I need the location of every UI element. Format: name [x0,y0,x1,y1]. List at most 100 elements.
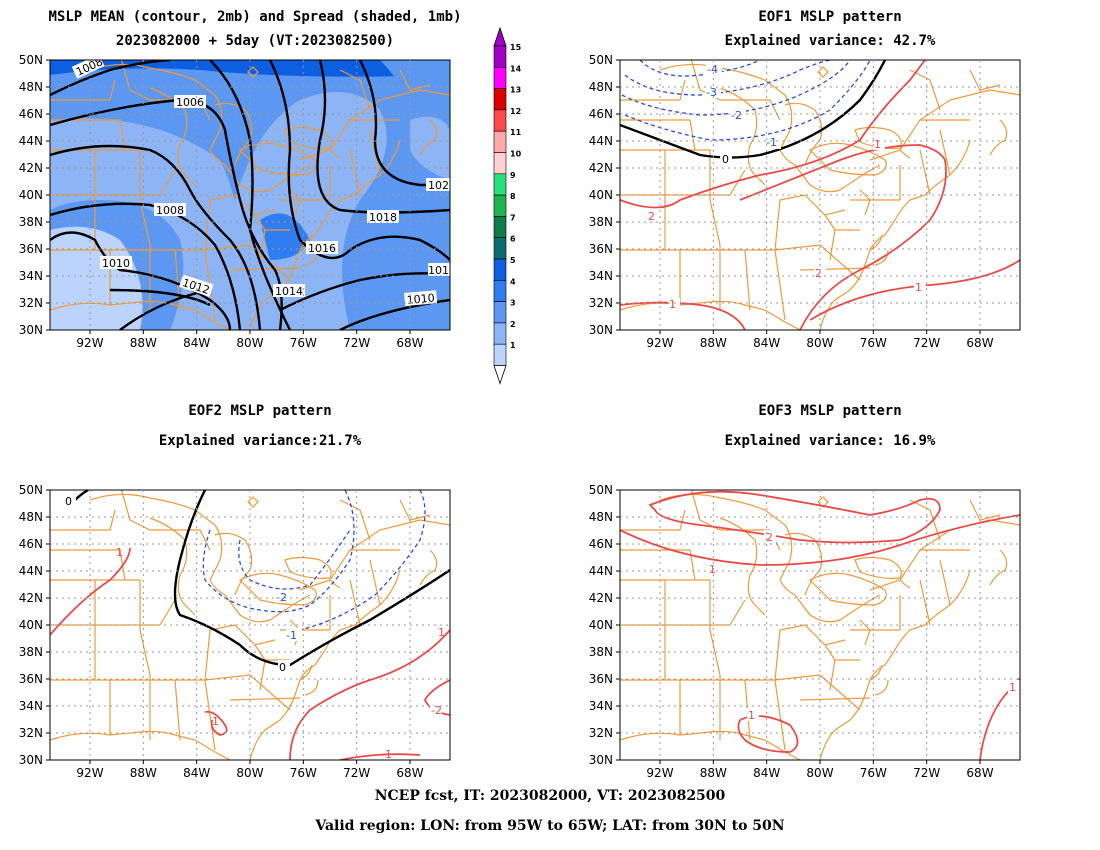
lon-label: 72W [913,336,940,350]
lon-label: 72W [343,336,370,350]
colorbar-label: 12 [510,107,521,116]
lat-label: 48N [19,80,43,94]
eof-contour-label: -1 [286,629,297,642]
colorbar-top-arrow [493,26,507,47]
eof-contour-label: 1 [1009,681,1016,694]
lat-label: 32N [19,296,43,310]
eof-contour-label: -2 [731,109,742,122]
lon-label: 84W [753,336,780,350]
lat-label: 38N [19,215,43,229]
colorbar-label: 5 [510,256,516,265]
eof-contour-label: 0 [65,495,72,508]
lat-label: 34N [589,269,613,283]
eof-contour-label: 0 [279,661,286,674]
colorbar-swatch [493,109,507,132]
isobar-label: 1018 [369,211,397,224]
lat-label: 42N [589,161,613,175]
lat-label: 36N [19,242,43,256]
axis-labels: 50N 48N 46N 44N 42N 40N 38N 36N 34N 32N 30N 92W 88W 8… [19,53,994,780]
lon-label: 88W [130,766,157,780]
eof-contour-label: 1 [915,281,922,294]
lon-label: 72W [343,766,370,780]
lat-label: 50N [589,483,613,497]
lat-label: 44N [19,134,43,148]
eof-contour-label: 1 [874,138,881,151]
lat-label: 36N [589,242,613,256]
eof-contour-label: 1 [709,563,716,576]
lat-label: 44N [19,564,43,578]
lat-label: 32N [589,726,613,740]
lat-label: 46N [19,537,43,551]
colorbar-label: 9 [510,171,516,180]
colorbar-label: 7 [510,213,516,222]
panel-title-mslp-line1: MSLP MEAN (contour, 2mb) and Spread (sha… [48,9,462,25]
lat-label: 40N [19,618,43,632]
lon-label: 80W [806,336,833,350]
colorbar-swatch [493,279,507,302]
colorbar-label: 15 [510,43,522,52]
eof-contour-label: 0 [722,153,729,166]
lat-label: 50N [19,53,43,67]
colorbar-swatch [493,173,507,196]
lat-label: 48N [589,80,613,94]
eof-contour-label: 1 [438,626,445,639]
colorbar-swatch [493,258,507,281]
colorbar-swatch [493,88,507,111]
colorbar-swatch [493,237,507,260]
colorbar-swatch [493,130,507,153]
panel-title-eof3-line2: Explained variance: 16.9% [724,433,936,449]
lat-label: 30N [19,323,43,337]
lon-label: 84W [183,766,210,780]
lat-label: 40N [589,618,613,632]
lat-label: 42N [19,591,43,605]
eof-contour-label: 1 [385,748,392,761]
lon-label: 68W [396,336,423,350]
lat-label: 34N [589,699,613,713]
colorbar-swatch [493,45,507,68]
colorbar-swatch [493,152,507,175]
colorbar-swatch [493,194,507,217]
colorbar-swatch [493,343,507,366]
lon-label: 92W [76,766,103,780]
lat-label: 42N [19,161,43,175]
lat-label: 30N [589,323,613,337]
lat-label: 46N [589,107,613,121]
colorbar-label: 3 [510,299,516,308]
colorbar-swatch [493,216,507,238]
lat-label: 40N [589,188,613,202]
lat-label: 44N [589,134,613,148]
lat-label: 36N [19,672,43,686]
eof-contour-label: -2 [431,704,442,717]
lon-label: 68W [966,766,993,780]
eof-contour-label: -1 [766,136,777,149]
lon-label: 84W [753,766,780,780]
lat-label: 46N [589,537,613,551]
eof-contour-label: 1 [116,546,123,559]
graticule [50,60,1020,760]
lon-label: 92W [76,336,103,350]
panel-title-eof1-line2: Explained variance: 42.7% [724,33,936,49]
colorbar-swatch [493,67,507,89]
lat-label: 44N [589,564,613,578]
lat-label: 46N [19,107,43,121]
panel-title-mslp-line2: 2023082000 + 5day (VT:2023082500) [115,33,395,49]
lon-label: 68W [966,336,993,350]
lat-label: 40N [19,188,43,202]
isobar-label: 101 [428,264,449,277]
isobar-label: 1006 [176,96,204,109]
lat-label: 38N [589,215,613,229]
colorbar-label: 4 [510,277,516,286]
panel-title-eof3-line1: EOF3 MSLP pattern [758,403,902,419]
colorbar-swatch [493,322,507,345]
lat-label: 32N [19,726,43,740]
panel-eof2: 0 1 -2 -1 0 1 1 -2 1 [49,489,451,761]
lon-label: 88W [130,336,157,350]
lon-label: 88W [700,336,727,350]
lon-label: 84W [183,336,210,350]
lon-label: 92W [646,336,673,350]
colorbar-label: 10 [510,150,522,159]
lon-label: 76W [290,336,317,350]
lat-label: 48N [589,510,613,524]
panel-title-eof2-line1: EOF2 MSLP pattern [188,403,332,419]
lon-label: 76W [290,766,317,780]
